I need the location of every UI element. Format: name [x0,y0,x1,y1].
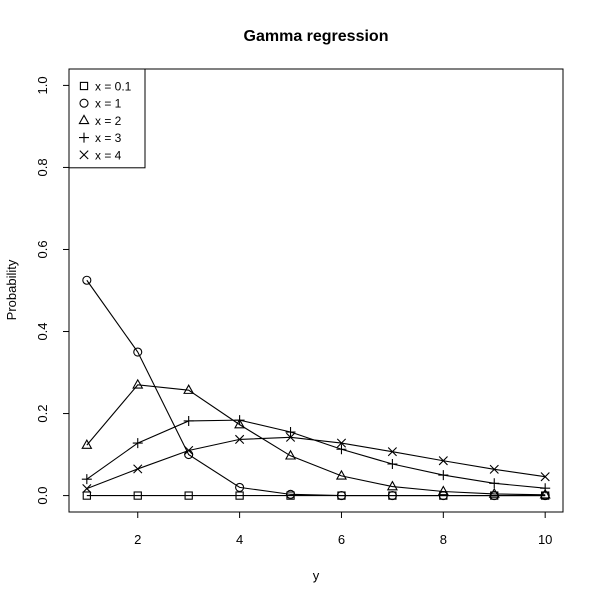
data-point [235,491,244,500]
y-tick-label: 0.4 [35,322,50,340]
data-point [336,491,347,501]
x-tick-label: 2 [134,532,141,547]
legend-marker [79,98,89,108]
legend-entry: x = 2 [95,114,122,128]
data-point [335,469,348,480]
y-axis-label: Probability [4,259,19,320]
legend-entry: x = 4 [95,148,122,162]
legend-marker [79,132,89,143]
data-point [336,444,347,455]
data-point [387,491,397,501]
series-line [86,419,546,489]
data-point [234,415,245,426]
x-tick-label: 10 [538,532,552,547]
data-point [285,432,296,442]
y-tick-label: 0.8 [35,158,50,176]
data-point [284,449,297,460]
y-tick-label: 1.0 [35,76,50,94]
data-point [387,447,397,457]
legend: x = 0.1 x = 1 x = 2 x = 3 x = 4 [68,68,146,169]
series-line [86,384,546,496]
legend-entry: x = 0.1 [95,80,132,94]
data-point [540,472,550,482]
legend-box [68,68,146,169]
legend-marker [79,81,89,91]
data-point [82,491,91,500]
data-point [184,445,194,456]
data-point [81,474,92,485]
data-point [386,480,398,491]
data-point [133,347,143,357]
data-point [183,415,194,426]
data-point [489,478,500,489]
legend-entry: x = 1 [95,97,122,111]
data-point [132,378,144,389]
series-circle [82,275,550,501]
data-point [539,488,551,499]
data-point [133,491,142,500]
data-point [82,484,92,494]
axes: 2 4 6 8 10 0.0 0.2 0.4 0.6 0.8 1.0 [35,76,552,547]
data-point [184,491,193,500]
series-cross [82,432,550,494]
y-tick-label: 0.6 [35,240,50,258]
data-point [183,384,195,394]
data-point [133,464,143,474]
chart-title: Gamma regression [244,28,389,45]
legend-entry: x = 3 [95,131,122,145]
series-layer [81,275,551,501]
plot-frame [68,68,564,513]
series-line [86,436,546,490]
legend-marker [78,114,90,125]
data-point [438,470,449,481]
data-point [132,438,143,449]
data-point [82,275,92,285]
data-point [387,459,398,470]
x-tick-label: 4 [236,532,243,547]
x-tick-label: 6 [338,532,345,547]
x-tick-label: 8 [440,532,447,547]
data-point [336,438,347,448]
series-triangle [81,378,551,499]
data-point [235,434,245,444]
x-axis-label: y [313,568,320,583]
data-point [81,439,93,449]
data-point [489,464,499,474]
data-point [285,489,296,499]
data-point [438,456,448,466]
y-tick-label: 0.2 [35,405,50,423]
y-tick-label: 0.0 [35,487,50,505]
series-line [86,279,546,497]
data-point [488,487,500,498]
data-point [234,418,246,429]
data-point [285,427,296,438]
data-point [437,485,449,496]
data-point [235,482,245,492]
legend-marker [79,150,89,160]
series-plus [81,415,551,494]
data-point [540,483,551,494]
